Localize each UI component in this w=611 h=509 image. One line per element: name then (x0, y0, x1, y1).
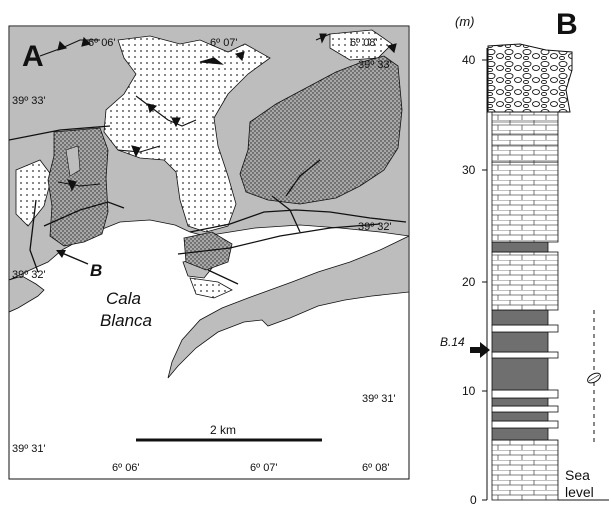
bed-limestone-thin (491, 324, 559, 333)
fault-line (285, 159, 321, 197)
thrust-teeth (67, 179, 77, 192)
bed-marl (491, 331, 549, 353)
coord-top-label: 6º 07' (210, 37, 238, 49)
site-arrow (61, 252, 89, 265)
thrust-teeth (131, 145, 141, 158)
bed-marl (491, 357, 549, 391)
fault-line (189, 209, 407, 233)
bed-limestone (491, 439, 559, 501)
bed-thin-bedded-limestone (491, 109, 559, 163)
coord-bottom-label: 6º 06' (112, 462, 140, 474)
sea-level-line1: Sea (565, 467, 590, 483)
thrust-line (117, 145, 161, 153)
coord-top-label: 6º 08' (350, 37, 378, 49)
thrust-teeth (199, 51, 245, 65)
thrust-teeth (319, 33, 397, 54)
thrusts (39, 33, 397, 192)
fault-line (43, 201, 125, 227)
axis-tick-label: 20 (462, 275, 476, 289)
coord-bottom-label: 6º 08' (362, 462, 390, 474)
thrust-teeth (57, 36, 92, 51)
faults (9, 125, 407, 285)
unit-stipple-west (47, 127, 109, 247)
bed-limestone-thin (491, 389, 559, 399)
bed-marl (491, 397, 549, 407)
sample-arrow-icon (470, 342, 490, 358)
thrust-line (57, 181, 101, 187)
sample-label: B.14 (440, 335, 465, 349)
unit-stipple-east (239, 55, 403, 205)
geologic-map: 6º 06' 6º 07' 6º 08' 39º 33' 39º 33' 39º… (8, 25, 410, 480)
axis-tick-label: 10 (462, 384, 476, 398)
coord-left-label: 39º 33' (12, 95, 46, 107)
panel-label-b: B (556, 8, 578, 41)
fault-line (271, 195, 301, 233)
bed-limestone (491, 251, 559, 311)
coord-right-label: 39º 33' (358, 59, 392, 71)
place-name-line1: Cala (106, 289, 141, 308)
scale-label: 2 km (210, 423, 236, 437)
bed-marl (491, 411, 549, 422)
place-name-line2: Blanca (100, 311, 152, 330)
coord-right-label: 39º 31' (362, 393, 396, 405)
bed-marl (491, 241, 549, 253)
coord-right-label: 39º 32' (358, 221, 392, 233)
fault-line (207, 269, 239, 285)
axis-tick-label: 30 (462, 163, 476, 177)
fault-line (9, 125, 111, 141)
bed-marl (491, 309, 549, 326)
inlier (65, 145, 81, 177)
thrust-teeth (147, 103, 181, 128)
stratigraphic-column: B (m) 0 10 20 30 40 (440, 8, 609, 507)
bed-marl (491, 427, 549, 441)
fault-line (177, 223, 381, 255)
unit-white-dotted (103, 35, 271, 233)
unit-white-dotted-south (189, 277, 233, 299)
bed-limestone-thin (491, 420, 559, 429)
coord-left-label: 39º 31' (12, 443, 46, 455)
thrust-line (135, 95, 197, 127)
unit-label: (m) (455, 14, 475, 29)
fault-line (29, 199, 39, 273)
axis-tick-label: 0 (470, 493, 477, 507)
land-southwest (9, 275, 45, 313)
shell-icon-detail (588, 374, 600, 382)
thrust-line (39, 39, 100, 57)
axis-tick-label: 40 (462, 53, 476, 67)
bed-limestone-thin (491, 405, 559, 413)
unit-white-dotted-west (15, 159, 53, 227)
site-marker-label: B (90, 261, 102, 280)
bed-limestone (491, 161, 559, 243)
bed-limestone-thin (491, 351, 559, 359)
panel-label-a: A (22, 40, 44, 73)
bed-conglomerate (487, 43, 573, 113)
sea-level-line2: level (565, 484, 594, 500)
land-southeast (167, 235, 409, 379)
coord-left-label: 39º 32' (12, 269, 46, 281)
coord-bottom-label: 6º 07' (250, 462, 278, 474)
coord-top-label: 6º 06' (88, 37, 116, 49)
arrow-head-icon (56, 250, 66, 258)
